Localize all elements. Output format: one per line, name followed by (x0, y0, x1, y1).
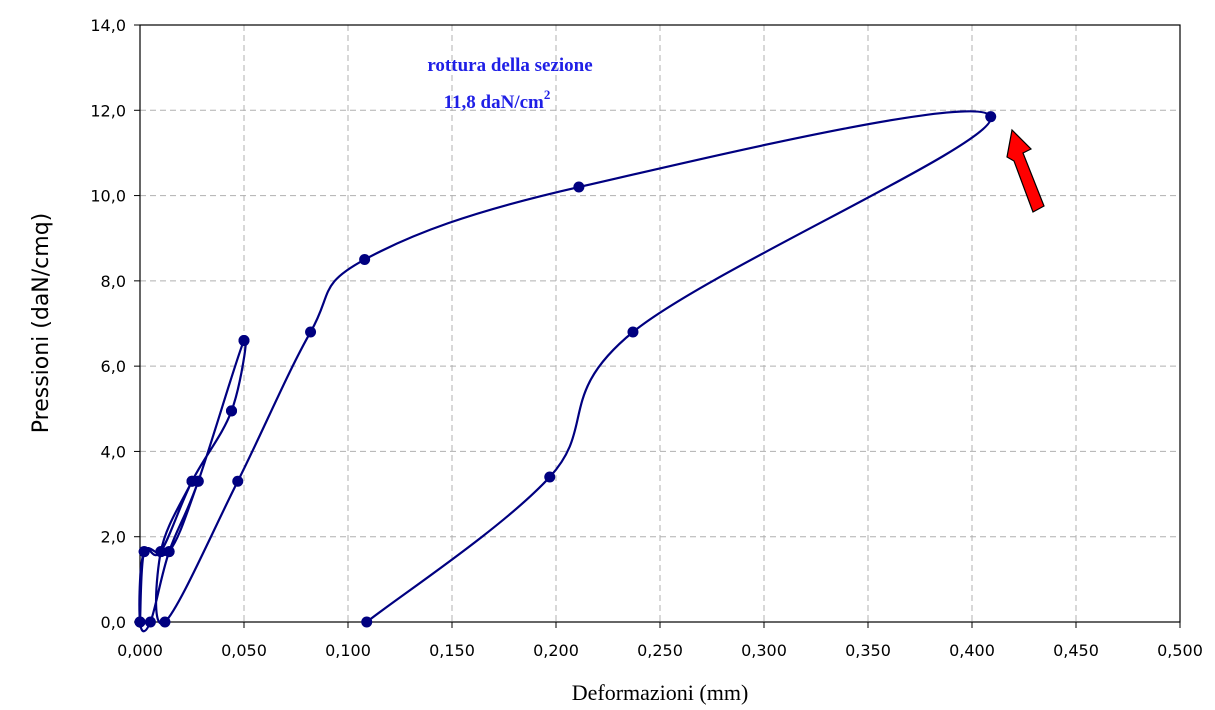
data-point (186, 475, 198, 487)
x-tick-label: 0,150 (429, 641, 475, 660)
data-point (134, 616, 146, 628)
x-tick-label: 0,350 (845, 641, 891, 660)
data-point (232, 475, 244, 487)
points-layer (134, 111, 997, 628)
annotation-superscript: 2 (544, 87, 551, 102)
y-tick-label: 0,0 (101, 613, 126, 632)
data-point (155, 546, 167, 558)
y-tick-label: 6,0 (101, 357, 126, 376)
x-tick-label: 0,000 (117, 641, 163, 660)
x-tick-label: 0,300 (741, 641, 787, 660)
x-tick-label: 0,100 (325, 641, 371, 660)
x-tick-label: 0,200 (533, 641, 579, 660)
annotation-break-value-text: 11,8 daN/cm (444, 92, 544, 113)
grid-layer (140, 25, 1180, 622)
annotation-break-value: 11,8 daN/cm2 (444, 87, 551, 113)
data-point (361, 616, 373, 628)
x-tick-label: 0,250 (637, 641, 683, 660)
annotation-break-label: rottura della sezione (427, 55, 592, 76)
data-point (138, 546, 150, 558)
data-point (163, 546, 175, 558)
y-tick-label: 12,0 (90, 101, 126, 120)
data-point (985, 111, 997, 123)
x-tick-label: 0,400 (949, 641, 995, 660)
data-point (573, 181, 585, 193)
y-tick-label: 14,0 (90, 16, 126, 35)
y-tick-label: 4,0 (101, 442, 126, 461)
y-axis-ticks: 0,0 2,0 4,0 6,0 8,0 10,0 12,0 14,0 (90, 16, 140, 632)
data-point (627, 326, 639, 338)
y-axis-title: Pressioni (daN/cmq) (29, 213, 54, 434)
data-point (159, 616, 171, 628)
x-tick-label: 0,500 (1157, 641, 1203, 660)
y-tick-label: 8,0 (101, 272, 126, 291)
data-point (305, 326, 317, 338)
data-point (544, 471, 556, 483)
x-tick-label: 0,450 (1053, 641, 1099, 660)
x-axis-title: Deformazioni (mm) (572, 680, 749, 705)
data-point (226, 405, 238, 417)
x-tick-label: 0,050 (221, 641, 267, 660)
data-point (359, 254, 371, 266)
x-axis-ticks: 0,000 0,050 0,100 0,150 0,200 0,250 0,300 0,350… (117, 622, 1203, 660)
break-arrow-icon (1006, 128, 1045, 213)
y-tick-label: 2,0 (101, 528, 126, 547)
y-tick-label: 10,0 (90, 187, 126, 206)
data-point (144, 616, 156, 628)
data-point (238, 335, 250, 347)
